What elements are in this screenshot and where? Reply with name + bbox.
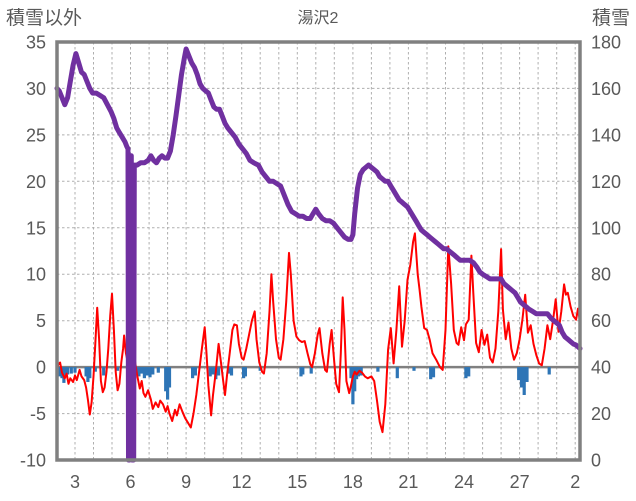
right-tick-label: 100 [591,218,621,238]
precip-bar [86,367,90,382]
gridlines [57,42,580,460]
plot-border [55,40,582,462]
right-tick-label: 60 [591,311,611,331]
chart-title: 湯沢2 [298,9,339,27]
precip-bar [431,367,436,378]
x-tick-label: 3 [70,472,80,492]
right-tick-label: 180 [591,33,621,53]
precip-bar [73,367,77,373]
x-tick-label: 12 [232,472,252,492]
x-axis-tick-labels: 3 6 9 12 15 18 21 24 27 2 [70,472,580,492]
precip-bar [229,367,234,376]
x-tick-label: 27 [510,472,530,492]
x-tick-label: 6 [125,472,135,492]
precip-bar [309,367,313,374]
right-tick-label: 20 [591,404,611,424]
right-tick-label: 80 [591,265,611,285]
precip-bar [66,367,70,375]
precip-bar [227,367,231,374]
precip-bar [217,367,221,376]
precip-bar [464,367,468,379]
precip-bar [151,367,155,375]
precip-bar [193,367,197,376]
left-axis-title: 積雪以外 [6,7,82,29]
precip-bar [148,367,152,378]
precip-bar [349,367,353,379]
precip-bar [519,367,524,388]
precip-bar [525,367,529,382]
precip-bar [208,367,212,377]
precip-bar [429,367,433,380]
left-tick-label: 10 [26,265,46,285]
left-tick-label: -10 [20,451,46,471]
precip-bar [517,367,521,381]
right-axis-title: 積雪 [592,7,630,29]
precip-bar [84,367,88,377]
precip-bar [166,367,170,400]
precip-bar [64,367,68,377]
precip-bar [467,367,471,377]
precip-bar [351,367,355,405]
precip-bar [145,367,149,376]
right-tick-label: 160 [591,79,621,99]
x-tick-label: 9 [181,472,191,492]
precip-bar [164,367,168,392]
precip-bar [547,367,551,375]
precip-bar [156,367,160,373]
x-tick-label: 21 [398,472,418,492]
left-tick-label: 0 [36,358,46,378]
snow-line [54,46,583,463]
precip-bar [299,367,303,377]
left-tick-label: 5 [36,311,46,331]
precip-bar [395,367,399,379]
left-tick-label: 35 [26,33,46,53]
x-tick-label: 2 [570,472,580,492]
precip-bar [58,367,62,377]
precip-bar [69,367,73,374]
left-tick-label: 25 [26,125,46,145]
right-axis-tick-labels: 180 160 140 120 100 80 60 40 20 0 [591,33,621,471]
x-tick-label: 24 [454,472,474,492]
right-tick-label: 0 [591,451,601,471]
precip-bar [116,367,120,371]
precip-bar [191,367,195,379]
left-axis-tick-labels: 35 30 25 20 15 10 5 0 -5 -10 [20,33,46,471]
precip-bar [93,367,97,372]
x-tick-label: 15 [287,472,307,492]
precip-bar [242,367,246,379]
left-tick-label: -5 [30,404,46,424]
right-tick-label: 40 [591,358,611,378]
precip-bar [412,367,416,371]
left-tick-label: 30 [26,79,46,99]
precip-bar [211,367,215,375]
precip-bar [353,367,357,392]
precip-bar [243,367,247,377]
precip-bar [167,367,172,388]
precip-bar [102,367,106,376]
precip-bar [376,367,380,372]
precip-bar [88,367,92,379]
right-tick-label: 140 [591,125,621,145]
x-tick-label: 18 [343,472,363,492]
right-tick-label: 120 [591,172,621,192]
precip-bar [137,367,141,377]
precip-bar [301,367,305,375]
left-tick-label: 20 [26,172,46,192]
precip-bar [142,367,146,379]
precip-bar [522,367,526,395]
precip-bar [140,367,144,374]
left-tick-label: 15 [26,218,46,238]
